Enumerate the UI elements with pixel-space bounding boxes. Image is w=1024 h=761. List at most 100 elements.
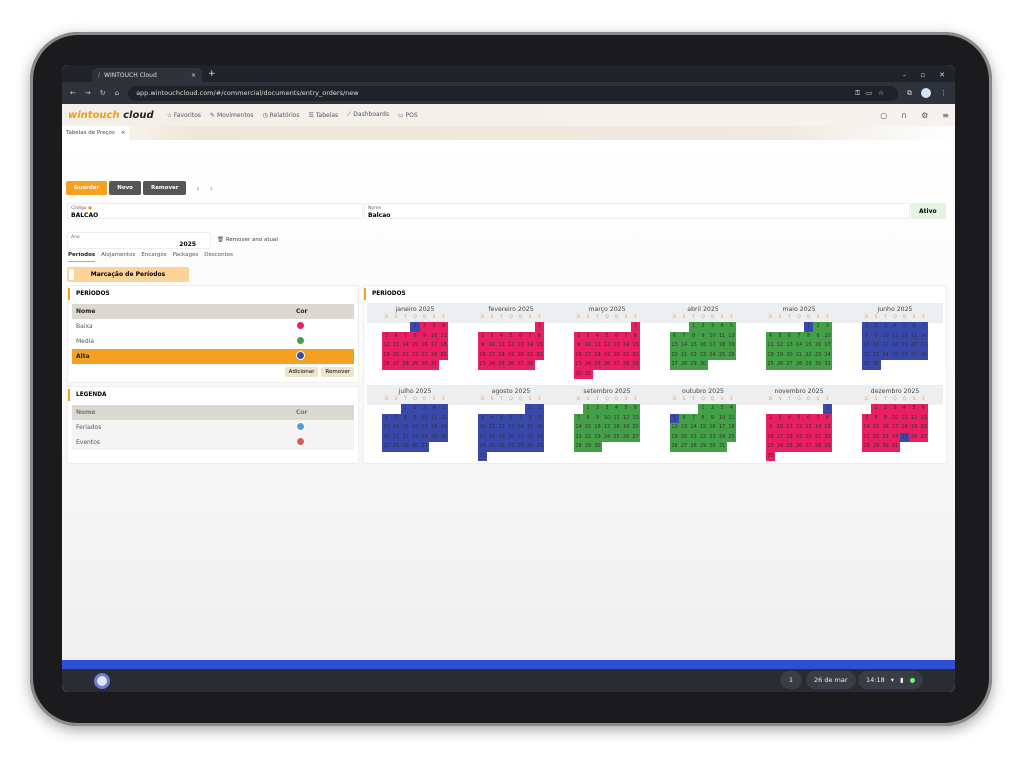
day-cell[interactable]: 20 [909, 341, 919, 351]
day-cell[interactable]: 17 [775, 432, 785, 442]
day-cell[interactable]: 4 [890, 322, 900, 332]
day-cell[interactable]: 14 [515, 423, 526, 433]
day-cell[interactable]: 28 [515, 442, 526, 452]
day-cell[interactable]: 27 [679, 442, 689, 452]
day-cell[interactable]: 30 [871, 360, 881, 370]
day-cell[interactable]: 26 [794, 442, 804, 452]
search-icon[interactable]: ○ [880, 110, 888, 120]
day-cell[interactable]: 1 [688, 322, 699, 332]
day-cell[interactable]: 17 [602, 423, 612, 433]
day-cell[interactable]: 3 [880, 322, 891, 332]
day-cell[interactable]: 6 [506, 413, 516, 423]
table-row[interactable]: Eventos [72, 435, 354, 450]
color-dot[interactable] [296, 422, 305, 431]
day-cell[interactable]: 2 [707, 404, 718, 414]
day-cell[interactable]: 30 [573, 369, 584, 379]
day-cell[interactable]: 6 [391, 331, 401, 341]
day-cell[interactable]: 26 [496, 442, 507, 452]
day-cell[interactable]: 6 [630, 404, 641, 414]
prev-icon[interactable]: ‹ [196, 183, 200, 193]
day-cell[interactable]: 26 [775, 360, 785, 370]
day-cell[interactable]: 14 [688, 423, 699, 433]
day-cell[interactable]: 5 [794, 413, 804, 423]
day-cell[interactable]: 23 [698, 350, 708, 360]
day-cell[interactable]: 9 [534, 413, 545, 423]
day-cell[interactable]: 28 [794, 360, 804, 370]
day-cell[interactable]: 4 [592, 331, 603, 341]
day-cell[interactable]: 27 [381, 442, 392, 452]
day-cell[interactable]: 16 [477, 350, 488, 360]
day-cell[interactable]: 22 [871, 432, 881, 442]
day-cell[interactable]: 17 [419, 423, 430, 433]
day-cell[interactable]: 19 [726, 341, 737, 351]
day-cell[interactable]: 8 [525, 413, 535, 423]
launcher-button[interactable] [94, 673, 110, 689]
day-cell[interactable]: 15 [525, 423, 535, 433]
day-cell[interactable]: 7 [391, 413, 401, 423]
day-cell[interactable]: 17 [822, 341, 833, 351]
day-cell[interactable]: 10 [717, 413, 727, 423]
close-icon[interactable]: × [120, 130, 126, 136]
day-cell[interactable]: 16 [871, 341, 881, 351]
new-tab-button[interactable]: + [208, 69, 216, 79]
day-cell[interactable]: 1 [630, 322, 641, 332]
marcacao-toggle[interactable]: Marcação de Períodos [67, 267, 189, 282]
day-cell[interactable]: 15 [410, 341, 420, 351]
day-cell[interactable]: 23 [534, 432, 545, 442]
day-cell[interactable]: 16 [698, 341, 708, 351]
nav-pos[interactable]: ▭ POS [397, 111, 418, 119]
day-cell[interactable]: 24 [822, 350, 833, 360]
day-cell[interactable]: 3 [707, 322, 718, 332]
day-cell[interactable]: 10 [890, 413, 900, 423]
day-cell[interactable]: 11 [726, 413, 737, 423]
day-cell[interactable]: 23 [880, 432, 891, 442]
day-cell[interactable]: 13 [669, 341, 680, 351]
day-cell[interactable]: 4 [717, 322, 727, 332]
day-cell[interactable]: 13 [784, 341, 795, 351]
day-cell[interactable]: 23 [477, 360, 488, 370]
day-cell[interactable]: 28 [813, 442, 823, 452]
day-cell[interactable]: 16 [419, 341, 430, 351]
day-cell[interactable]: 15 [861, 341, 872, 351]
day-cell[interactable]: 1 [400, 404, 411, 414]
save-button[interactable]: Guardar [66, 181, 108, 195]
day-cell[interactable]: 8 [630, 331, 641, 341]
day-cell[interactable]: 13 [391, 341, 401, 351]
nav-relatorios[interactable]: ◷ Relatórios [262, 111, 300, 119]
day-cell[interactable]: 19 [506, 350, 516, 360]
tab-alojamentos[interactable]: Alojamentos [101, 252, 136, 258]
day-cell[interactable]: 3 [602, 404, 612, 414]
day-cell[interactable]: 21 [621, 350, 631, 360]
day-cell[interactable]: 4 [726, 404, 737, 414]
day-cell[interactable]: 1 [583, 404, 593, 414]
day-cell[interactable]: 4 [438, 322, 449, 332]
day-cell[interactable]: 2 [410, 404, 420, 414]
day-cell[interactable]: 29 [803, 360, 814, 370]
day-cell[interactable]: 22 [400, 432, 411, 442]
day-cell[interactable]: 1 [822, 404, 833, 414]
day-cell[interactable]: 3 [890, 404, 900, 414]
day-cell[interactable]: 9 [765, 423, 776, 433]
day-cell[interactable]: 17 [707, 341, 718, 351]
day-cell[interactable]: 15 [688, 341, 699, 351]
day-cell[interactable]: 31 [822, 360, 833, 370]
day-cell[interactable]: 23 [419, 350, 430, 360]
day-cell[interactable]: 30 [698, 360, 708, 370]
day-cell[interactable]: 27 [611, 360, 622, 370]
day-cell[interactable]: 26 [621, 432, 631, 442]
day-cell[interactable]: 24 [775, 442, 785, 452]
day-cell[interactable]: 3 [717, 404, 727, 414]
day-cell[interactable]: 20 [784, 350, 795, 360]
day-cell[interactable]: 18 [717, 341, 727, 351]
day-cell[interactable]: 16 [592, 423, 603, 433]
day-cell[interactable]: 24 [583, 360, 593, 370]
day-cell[interactable]: 24 [717, 432, 727, 442]
day-cell[interactable]: 4 [765, 331, 776, 341]
menu-icon[interactable]: ⋮ [940, 89, 947, 97]
day-cell[interactable]: 2 [880, 404, 891, 414]
day-cell[interactable]: 8 [698, 413, 708, 423]
day-cell[interactable]: 14 [391, 423, 401, 433]
day-cell[interactable]: 20 [515, 350, 526, 360]
day-cell[interactable]: 22 [861, 350, 872, 360]
day-cell[interactable]: 2 [477, 331, 488, 341]
